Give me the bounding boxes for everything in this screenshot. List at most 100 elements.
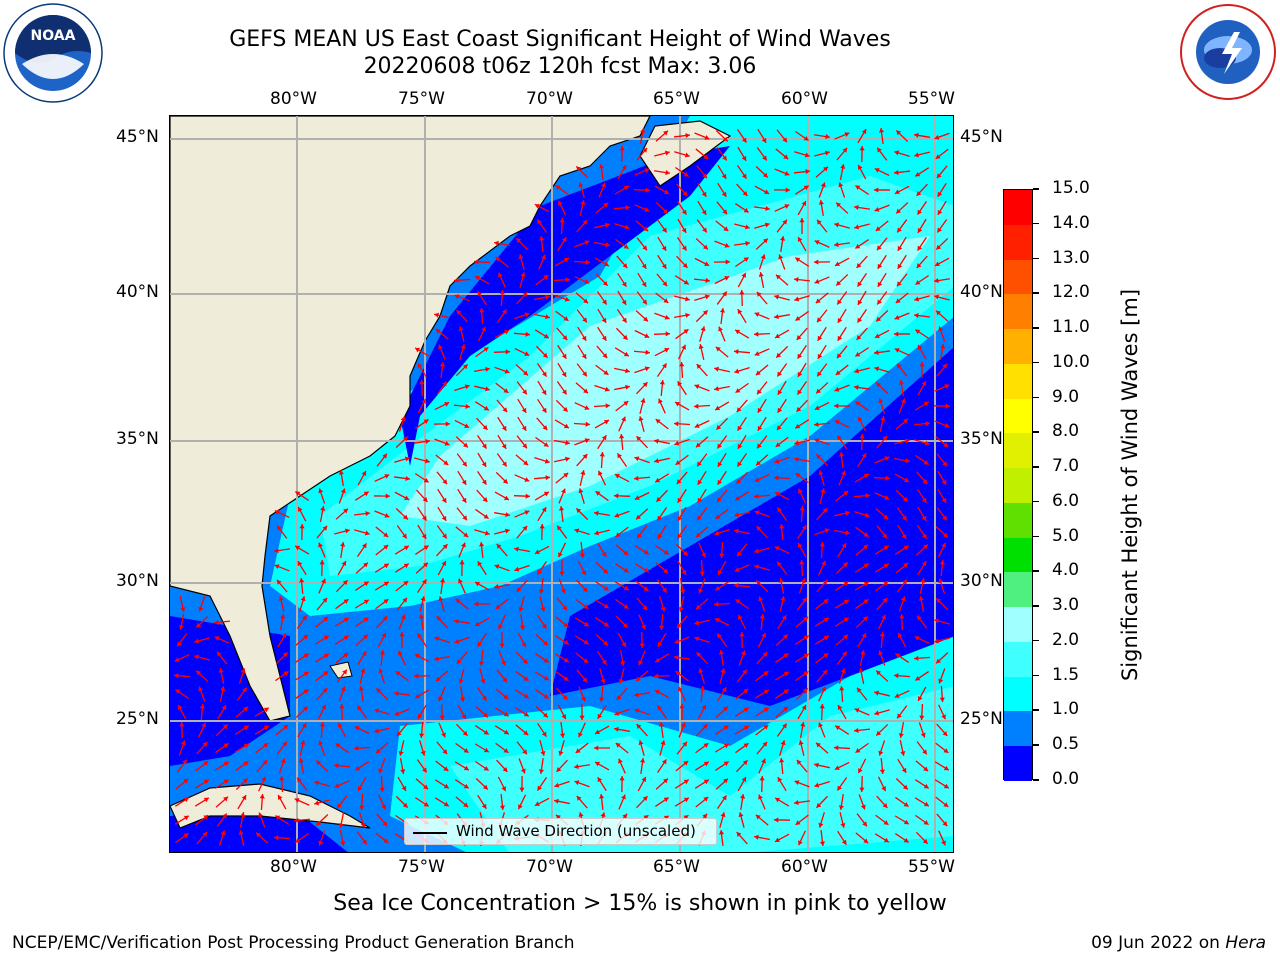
wind-arrow-head <box>545 475 550 481</box>
wind-arrow-head <box>703 796 709 802</box>
wind-arrow-head <box>741 155 747 161</box>
wind-arrow-head <box>782 723 787 729</box>
wind-arrow-head <box>723 743 729 749</box>
wind-arrow-head <box>415 347 421 353</box>
wind-arrow-head <box>715 514 721 519</box>
wind-arrow-head <box>756 526 762 532</box>
wind-arrow-head <box>903 545 909 551</box>
wind-arrow-head <box>734 567 740 572</box>
wind-arrow-head <box>435 676 441 682</box>
wind-arrow-head <box>499 643 505 648</box>
wind-arrow-head <box>297 561 303 567</box>
wind-arrow-head <box>300 740 306 745</box>
wind-arrow-head <box>822 669 828 675</box>
wind-arrow-head <box>482 497 488 502</box>
noaa-logo: NOAA <box>3 3 103 103</box>
wind-arrow-head <box>841 839 847 845</box>
wind-arrow-head <box>423 477 429 483</box>
wind-arrow-head <box>339 704 345 709</box>
lat-label-right-4: 30°N <box>960 571 1003 591</box>
wind-arrow-head <box>702 227 707 233</box>
wind-arrow-head <box>463 802 469 808</box>
wind-arrow-head <box>921 561 927 567</box>
wind-arrow-head <box>421 515 427 521</box>
wind-arrow-head <box>917 227 923 233</box>
wind-arrow-head <box>737 461 742 467</box>
wind-arrow-head <box>360 668 366 673</box>
wind-arrow-head <box>914 152 919 158</box>
wind-arrow-head <box>922 838 928 844</box>
wind-arrow-head <box>394 710 400 716</box>
wind-arrow-head <box>201 722 206 728</box>
wind-arrow-head <box>663 298 669 303</box>
wind-arrow-head <box>414 653 420 659</box>
wind-arrow-head <box>442 544 448 550</box>
wind-arrow-head <box>363 581 369 587</box>
wind-arrow-head <box>282 652 288 658</box>
colorbar-tick-label: 11.0 <box>1052 317 1090 338</box>
wind-arrow-head <box>723 725 729 731</box>
wind-arrow-head <box>903 477 909 483</box>
wind-arrow-head <box>935 154 941 159</box>
wind-arrow-head <box>861 129 867 135</box>
wind-arrow-head <box>318 488 324 494</box>
wind-arrow-head <box>502 461 507 467</box>
wind-arrow-head <box>436 616 442 622</box>
wind-arrow-head <box>621 416 626 422</box>
wind-arrow-head <box>703 761 709 767</box>
wind-arrow-head <box>897 713 902 719</box>
wind-arrow-head <box>778 254 784 260</box>
wind-arrow-head <box>522 658 528 664</box>
wind-arrow-head <box>354 745 359 751</box>
wind-arrow-head <box>601 335 607 341</box>
wind-arrow-head <box>323 671 329 676</box>
colorbar-tick-label: 8.0 <box>1052 421 1080 442</box>
wind-arrow-head <box>581 570 586 576</box>
lat-label-right-3: 35°N <box>960 429 1003 449</box>
wind-arrow-head <box>641 281 647 287</box>
wind-arrow-head <box>764 189 770 195</box>
lat-label-right-2: 40°N <box>960 282 1003 302</box>
wind-arrow-head <box>737 443 743 449</box>
wind-arrow-head <box>642 382 648 388</box>
wind-arrow-head <box>542 640 548 646</box>
wind-arrow-head <box>934 261 940 267</box>
wind-arrow-head <box>721 687 727 693</box>
wind-arrow-head <box>795 257 801 263</box>
wind-arrow-head <box>634 708 640 714</box>
wind-arrow-head <box>641 263 647 269</box>
wind-arrow-head <box>379 650 385 655</box>
wind-arrow-head <box>721 173 727 179</box>
wind-arrow-head <box>441 560 447 566</box>
wind-arrow-head <box>625 205 630 211</box>
wind-arrow-head <box>763 725 769 730</box>
wind-arrow-head <box>883 837 889 843</box>
wind-arrow-head <box>819 704 825 709</box>
wind-arrow-head <box>558 552 563 558</box>
wind-arrow-head <box>699 571 705 576</box>
colorbar-tick-mark <box>1033 500 1039 503</box>
wind-arrow-head <box>722 291 727 297</box>
wind-arrow-head <box>902 579 907 585</box>
wind-arrow-head <box>303 634 309 640</box>
wind-arrow-head <box>717 461 723 467</box>
wind-arrow-head <box>743 743 749 748</box>
wind-arrow-head <box>876 245 882 251</box>
wind-arrow-head <box>656 496 662 502</box>
wind-arrow-head <box>854 727 859 733</box>
wind-arrow-head <box>923 766 929 772</box>
wind-arrow-head <box>715 585 721 591</box>
colorbar-tick-label: 9.0 <box>1052 386 1080 407</box>
wind-arrow-head <box>874 690 880 696</box>
wind-arrow-head <box>403 563 409 569</box>
wind-arrow-head <box>874 366 880 372</box>
wind-arrow-head <box>442 749 448 755</box>
colorbar-tick-mark <box>1033 779 1039 781</box>
wind-arrow-head <box>563 676 569 681</box>
wind-arrow-head <box>841 543 847 549</box>
wind-arrow-head <box>399 632 405 637</box>
wind-arrow-head <box>277 525 282 531</box>
wind-arrow-head <box>543 491 549 497</box>
wind-arrow-head <box>434 636 440 642</box>
wind-arrow-head <box>664 150 670 156</box>
